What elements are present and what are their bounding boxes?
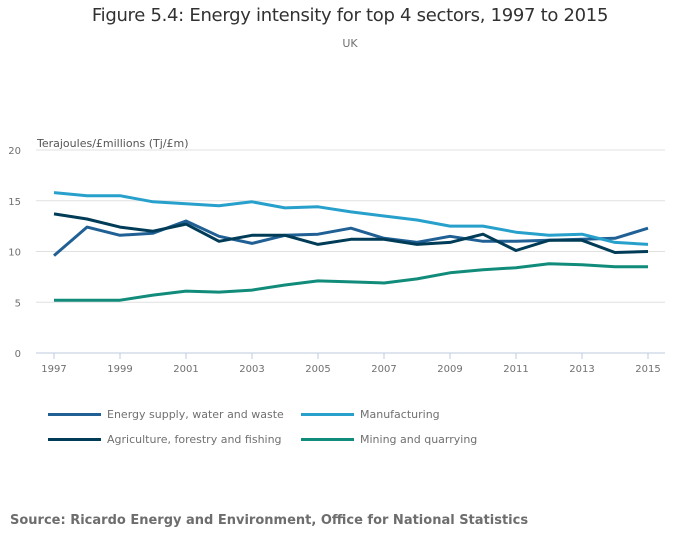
x-tick-label: 1997 [41, 364, 66, 375]
y-tick-label: 0 [15, 349, 21, 360]
y-tick-label: 5 [15, 298, 21, 309]
x-tick-label: 2005 [305, 364, 330, 375]
legend-item: Manufacturing [301, 408, 440, 421]
x-tick-label: 2003 [239, 364, 264, 375]
y-axis-label: Terajoules/£millions (Tj/£m) [36, 137, 189, 150]
legend-item: Agriculture, forestry and fishing [48, 433, 282, 446]
y-tick-label: 20 [8, 146, 21, 157]
x-tick-label: 2001 [173, 364, 198, 375]
series-lines [53, 191, 649, 302]
legend-item: Mining and quarrying [301, 433, 477, 446]
legend-swatch [301, 438, 354, 441]
y-tick-label: 10 [8, 248, 21, 259]
legend-item: Energy supply, water and waste [48, 408, 284, 421]
line-chart: 1997 1999 2001 2003 2005 2007 2009 2011 2013 2015… [8, 137, 665, 375]
legend-swatch [48, 413, 101, 416]
y-tick-label: 15 [8, 197, 21, 208]
x-tick-label: 1999 [107, 364, 132, 375]
series-line-agriculture-forestry-and-fishing [53, 212, 649, 254]
x-axis: 1997 1999 2001 2003 2005 2007 2009 2011 2013 2015 [36, 352, 665, 375]
x-tick-label: 2013 [569, 364, 594, 375]
legend-label: Energy supply, water and waste [107, 408, 284, 421]
legend-swatch [48, 438, 101, 441]
source-note: Source: Ricardo Energy and Environment, … [10, 513, 529, 528]
x-tick-label: 2007 [371, 364, 396, 375]
series-line-manufacturing [53, 191, 649, 246]
series-line-mining-and-quarrying [54, 262, 648, 302]
legend-label: Manufacturing [360, 408, 440, 421]
gridlines [36, 149, 665, 303]
x-tick-label: 2011 [503, 364, 528, 375]
y-axis: 0 5 10 15 20 [8, 146, 21, 360]
x-tick-label: 2015 [635, 364, 660, 375]
chart-subtitle: UK [342, 37, 358, 50]
legend-label: Agriculture, forestry and fishing [107, 433, 282, 446]
legend-label: Mining and quarrying [360, 433, 478, 446]
x-tick-label: 2009 [437, 364, 462, 375]
chart-title: Figure 5.4: Energy intensity for top 4 s… [91, 5, 609, 26]
legend-swatch [301, 413, 354, 416]
